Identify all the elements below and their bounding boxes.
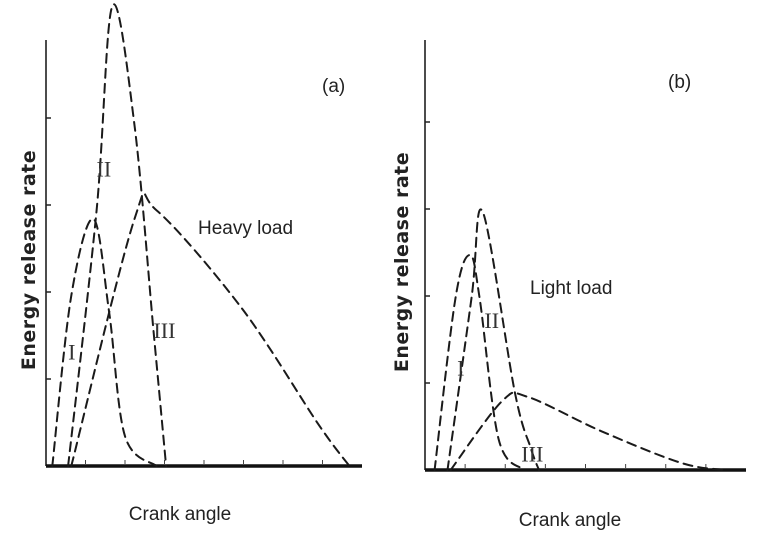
series-line-i <box>433 253 526 471</box>
x-axis-label: Crank angle <box>129 504 231 525</box>
series-line-ii <box>67 3 168 467</box>
annotation: Heavy load <box>198 218 293 239</box>
series-label-i: I <box>457 355 464 380</box>
annotation: Light load <box>530 278 612 299</box>
series-label-ii: II <box>97 156 112 181</box>
curves <box>433 208 728 471</box>
series-line-iii <box>449 391 728 471</box>
panel-label: (a) <box>322 76 345 97</box>
y-axis-label: Energy release rate <box>18 150 40 370</box>
series-label-ii: II <box>484 308 499 333</box>
series-line-iii <box>70 192 351 467</box>
series-line-ii <box>446 208 540 471</box>
y-axis-label: Energy release rate <box>391 152 413 372</box>
x-axis-label: Crank angle <box>519 510 621 531</box>
series-label-iii: III <box>153 318 175 343</box>
y-ticks <box>425 121 430 384</box>
series-label-i: I <box>68 340 75 365</box>
series-label-iii: III <box>521 441 543 466</box>
series-line-i <box>51 217 158 467</box>
x-ticks <box>464 464 707 468</box>
x-ticks <box>85 460 323 464</box>
panel-label: (b) <box>668 72 691 93</box>
y-ticks <box>46 117 51 380</box>
curves <box>51 3 351 467</box>
